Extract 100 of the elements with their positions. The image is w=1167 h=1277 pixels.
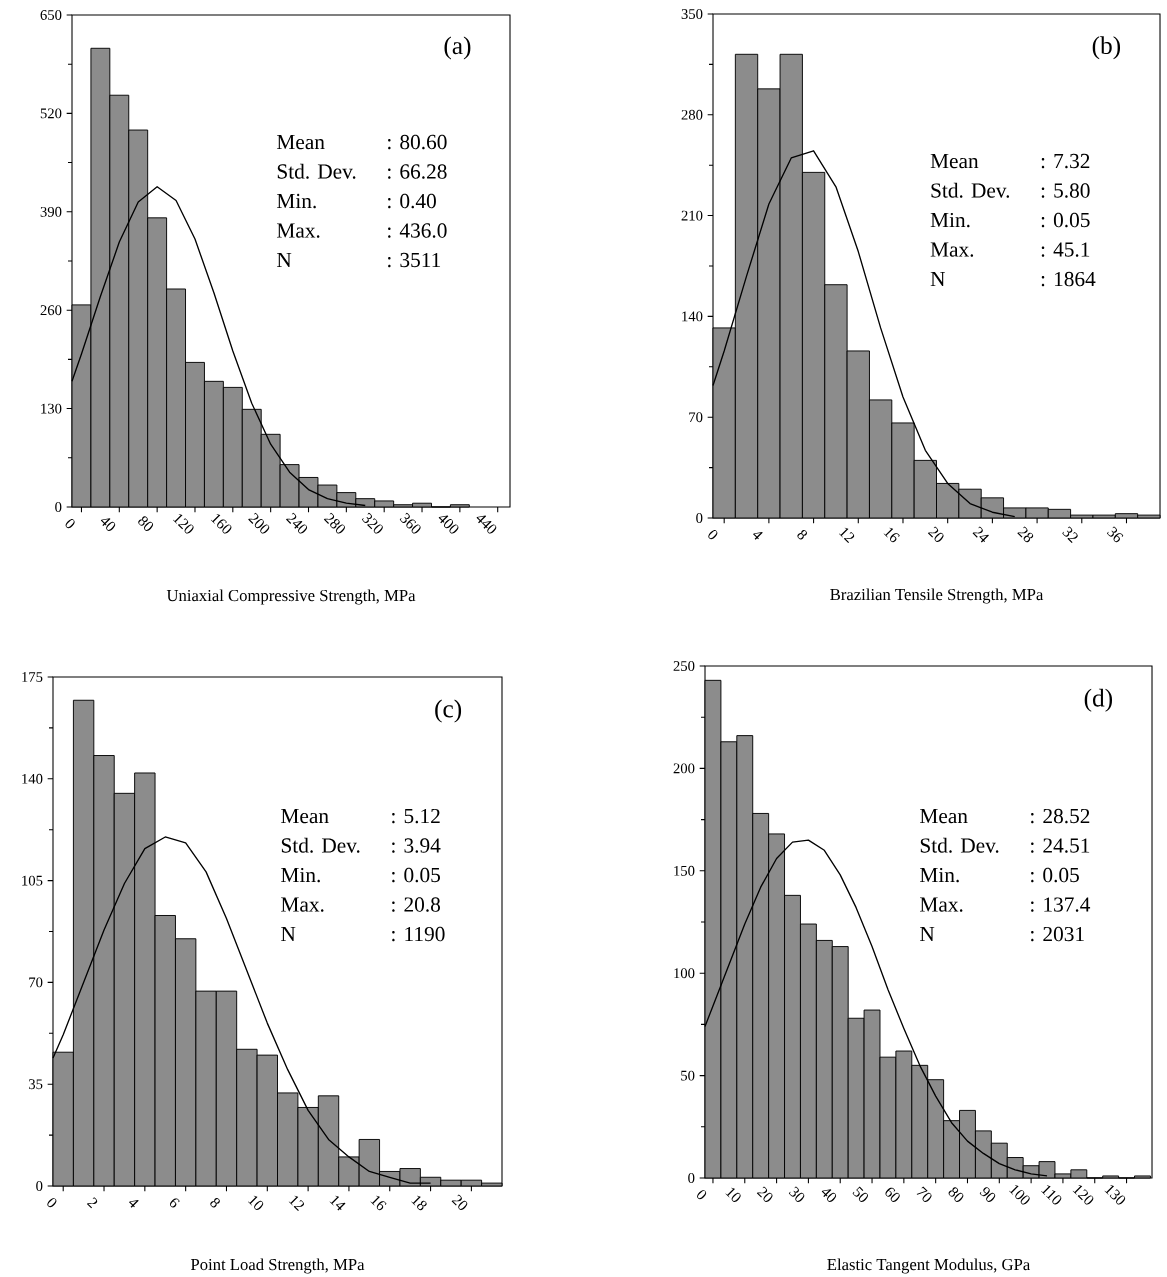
x-tick-label: 24 (972, 526, 989, 543)
y-tick-label: 140 (22, 773, 43, 784)
text: (c) (435, 699, 462, 723)
y-tick-label: 35 (29, 1079, 43, 1090)
annotation: Mean (276, 135, 325, 150)
x-tick-label: 0 (708, 530, 718, 540)
y-tick-label: 175 (22, 672, 43, 682)
y-tick-label: 0 (55, 502, 62, 512)
x-tick-label: 20 (756, 1186, 773, 1202)
annotation: N (281, 927, 296, 941)
x-tick-label: 2 (86, 1197, 98, 1209)
annotation: Std. Dev. (277, 163, 356, 179)
y-tick-label: 140 (682, 311, 703, 322)
x-tick-label: 12 (288, 1195, 305, 1212)
y-tick-label: 0 (688, 1173, 695, 1183)
y-tick-label: 50 (681, 1070, 695, 1081)
x-tick-label: 320 (361, 512, 383, 534)
annotation: Std. Dev. (281, 837, 360, 853)
y-tick-label: 390 (40, 206, 62, 217)
x-tick-label: 70 (916, 1186, 932, 1202)
annotation: : 137.4 (1031, 897, 1091, 912)
x-tick-label: 400 (438, 515, 459, 534)
annotation: N (930, 272, 945, 286)
annotation: Max. (281, 897, 324, 912)
y-tick-label: 350 (681, 9, 703, 19)
annotation: Min. (276, 193, 316, 209)
annotation: : 2031 (1031, 926, 1084, 942)
y-tick-label: 650 (40, 10, 62, 20)
x-tick-label: 120 (172, 514, 194, 534)
x-tick-label: 360 (399, 512, 421, 534)
x-tick-label: 130 (1104, 1185, 1126, 1205)
x-tick-label: 16 (883, 527, 900, 543)
y-tick-label: 150 (674, 865, 695, 876)
x-tick-label: 16 (370, 1195, 387, 1211)
annotation: : 0.05 (392, 867, 440, 883)
x-tick-label: 80 (948, 1187, 964, 1202)
x-tick-label: 120 (1072, 1185, 1094, 1205)
annotation: : 3511 (388, 252, 441, 268)
y-tick-label: 210 (681, 210, 703, 221)
y-tick-label: 260 (40, 305, 62, 316)
annotation: Std. Dev. (920, 837, 999, 853)
x-tick-label: 40 (821, 1189, 837, 1202)
x-tick-label: 110 (1041, 1185, 1062, 1205)
x-tick-label: 20 (927, 526, 944, 542)
annotation: : 7.32 (1041, 153, 1090, 169)
annotation: : 1864 (1041, 271, 1096, 287)
x-tick-label: 18 (411, 1195, 427, 1211)
y-tick-label: 250 (673, 661, 695, 671)
x-tick-label: 160 (210, 514, 232, 534)
x-tick-label: 200 (248, 512, 270, 534)
x-tick-label: 280 (323, 512, 345, 534)
annotation: Mean (930, 154, 979, 169)
x-tick-label: 12 (838, 527, 855, 544)
x-axis-title: Brazilian Tensile Strength, MPa (830, 588, 1044, 604)
y-tick-label: 280 (681, 109, 703, 120)
annotation: N (920, 927, 935, 941)
annotation: : 5.80 (1041, 183, 1090, 198)
annotation: : 1190 (392, 926, 445, 942)
x-tick-label: 0 (65, 519, 75, 529)
annotation: Min. (920, 867, 959, 883)
annotation: Min. (930, 212, 970, 228)
annotation: : 0.05 (1041, 212, 1090, 228)
x-tick-label: 28 (1017, 526, 1034, 543)
x-tick-label: 90 (979, 1187, 996, 1202)
text: (a) (444, 36, 471, 60)
x-tick-label: 40 (100, 518, 116, 531)
annotation: Mean (281, 809, 329, 824)
x-tick-label: 6 (169, 1198, 180, 1208)
annotation: : 0.05 (1031, 867, 1079, 883)
x-tick-label: 8 (210, 1197, 220, 1208)
annotation: Max. (276, 223, 320, 238)
annotation: : 66.28 (388, 164, 447, 179)
x-tick-label: 20 (451, 1194, 468, 1210)
x-tick-label: 100 (1009, 1185, 1030, 1205)
x-tick-label: 440 (476, 515, 497, 534)
x-tick-label: 60 (885, 1187, 900, 1202)
annotation: N (276, 253, 292, 267)
annotation: : 20.8 (392, 897, 441, 912)
annotation: Mean (920, 809, 968, 824)
x-axis-title: Uniaxial Compressive Strength, MPa (166, 589, 416, 605)
annotation: : 28.52 (1031, 808, 1090, 824)
annotation: : 24.51 (1031, 838, 1090, 853)
annotation: Min. (281, 867, 320, 883)
x-axis-title: Point Load Strength, MPa (190, 1258, 365, 1274)
x-tick-label: 30 (788, 1186, 805, 1202)
x-tick-label: 10 (247, 1195, 264, 1210)
x-axis-title: Elastic Tangent Modulus, GPa (827, 1258, 1031, 1274)
annotation: : 0.40 (388, 193, 436, 209)
y-tick-label: 70 (29, 977, 43, 988)
annotation: : 5.12 (392, 808, 440, 824)
text: (b) (1092, 36, 1121, 60)
y-tick-label: 100 (674, 968, 695, 979)
annotation: : 436.0 (388, 223, 447, 238)
annotation: Max. (920, 897, 963, 912)
annotation: : 80.60 (388, 134, 447, 150)
text: (d) (1084, 688, 1113, 712)
annotation: Max. (930, 242, 974, 257)
y-tick-label: 130 (41, 403, 62, 414)
annotation: : 3.94 (392, 838, 441, 853)
y-tick-label: 200 (673, 763, 695, 774)
